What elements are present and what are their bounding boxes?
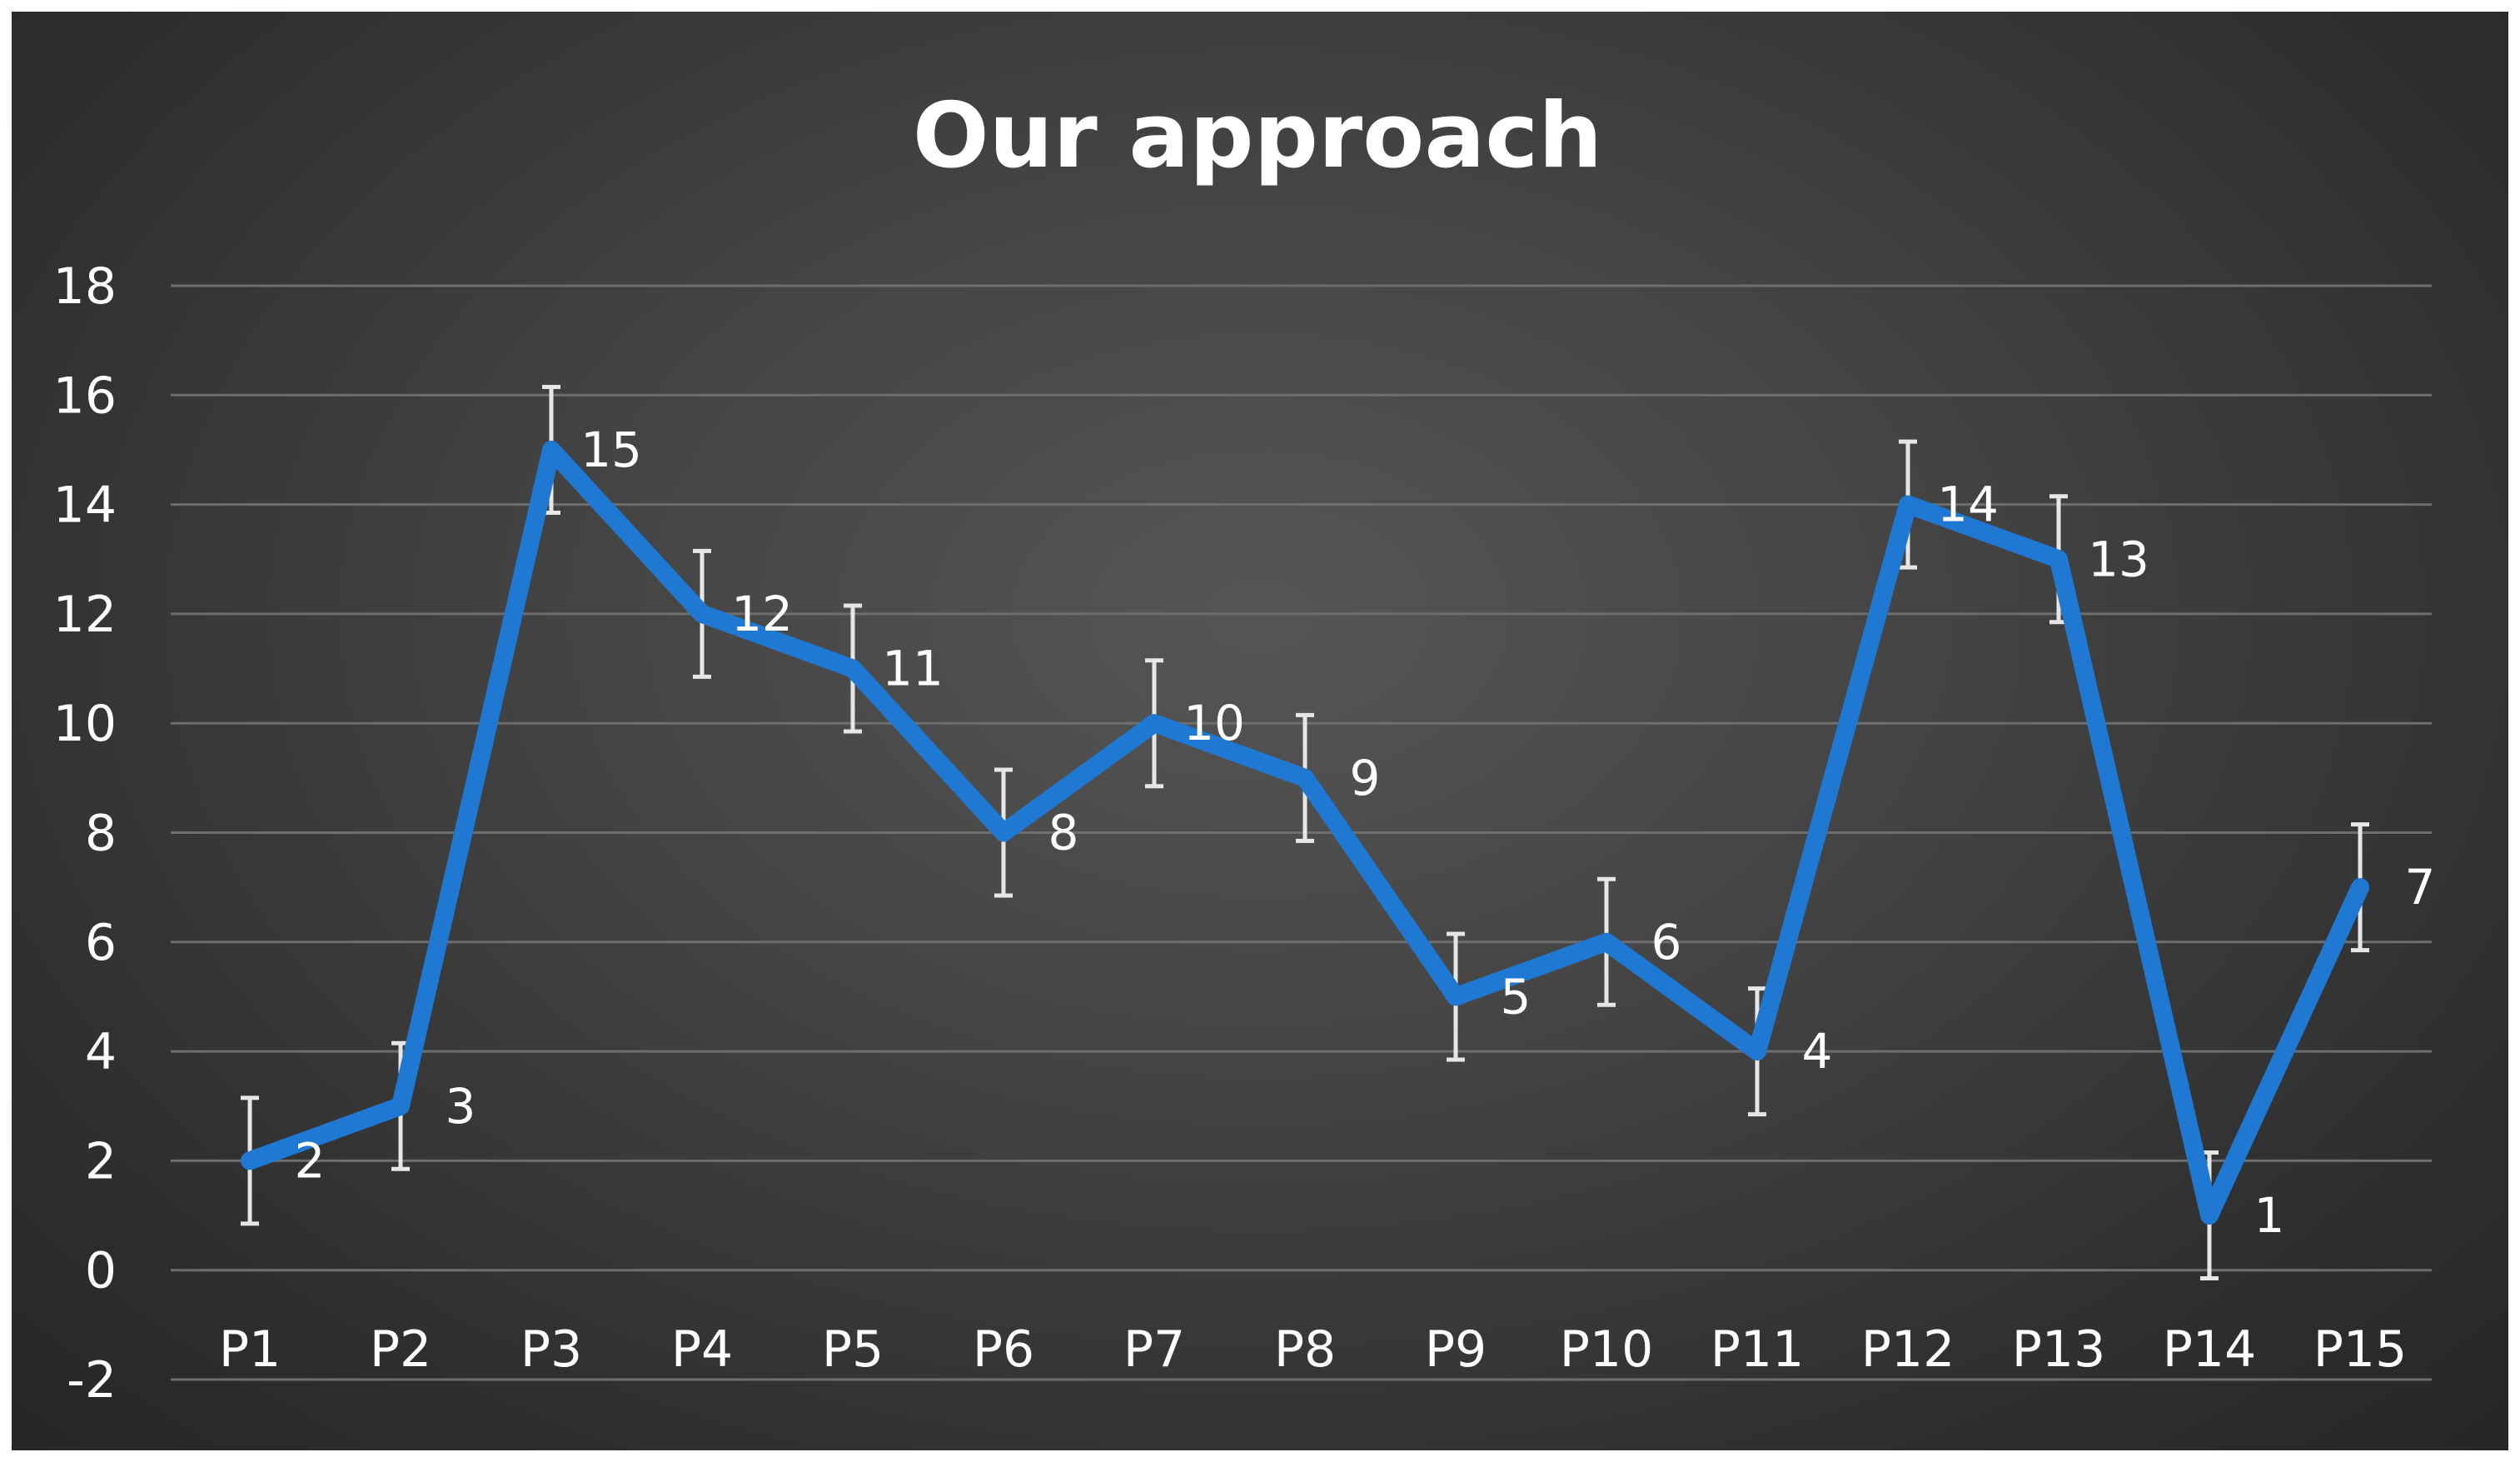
x-tick-label: P4 <box>671 1320 733 1379</box>
data-label: 2 <box>295 1132 326 1189</box>
y-tick-label: 18 <box>53 257 117 316</box>
x-tick-label: P8 <box>1274 1320 1336 1379</box>
x-tick-label: P6 <box>973 1320 1034 1379</box>
x-tick-label: P9 <box>1425 1320 1487 1379</box>
y-tick-label: 14 <box>53 477 117 535</box>
data-label: 15 <box>580 422 642 478</box>
y-tick-label: 2 <box>85 1132 117 1190</box>
x-tick-label: P1 <box>219 1320 281 1379</box>
chart-title: Our approach <box>913 84 1602 188</box>
data-label: 12 <box>731 586 793 642</box>
x-tick-label: P13 <box>2012 1320 2106 1379</box>
data-label: 6 <box>1651 914 1682 971</box>
data-label: 7 <box>2405 859 2436 916</box>
x-tick-label: P7 <box>1123 1320 1185 1379</box>
series-line-layer <box>241 440 2369 1225</box>
y-axis-ticks: -2 0 2 4 6 8 10 12 14 16 18 <box>53 257 117 1410</box>
data-label: 3 <box>446 1078 476 1135</box>
data-label: 10 <box>1183 695 1245 751</box>
x-tick-label: P11 <box>1711 1320 1805 1379</box>
y-tick-label: 12 <box>53 586 117 644</box>
data-label: 1 <box>2254 1187 2285 1244</box>
data-label: 13 <box>2088 531 2149 587</box>
data-labels: 2 3 15 12 11 8 10 9 5 6 4 14 13 1 7 <box>295 422 2436 1244</box>
x-tick-label: P15 <box>2313 1320 2408 1379</box>
data-label: 5 <box>1501 968 1531 1025</box>
x-tick-label: P12 <box>1861 1320 1955 1379</box>
data-label: 4 <box>1802 1023 1833 1080</box>
gridlines <box>171 284 2432 1381</box>
data-label: 8 <box>1048 805 1079 861</box>
y-tick-label: 4 <box>85 1023 117 1081</box>
data-label: 11 <box>882 641 944 697</box>
y-tick-label: -2 <box>67 1351 117 1410</box>
x-tick-label: P14 <box>2163 1320 2257 1379</box>
data-label: 9 <box>1350 750 1381 806</box>
x-axis-ticks: P1 P2 P3 P4 P5 P6 P7 P8 P9 P10 P11 P12 P13 P14 P15 <box>219 1320 2407 1379</box>
x-tick-label: P10 <box>1560 1320 1654 1379</box>
y-tick-label: 6 <box>85 914 117 972</box>
y-tick-label: 8 <box>85 805 117 863</box>
y-tick-label: 10 <box>53 695 117 753</box>
y-tick-label: 16 <box>53 367 117 425</box>
data-label: 14 <box>1937 477 1999 533</box>
x-tick-label: P3 <box>520 1320 582 1379</box>
series-line <box>241 440 2369 1225</box>
x-tick-label: P2 <box>370 1320 431 1379</box>
x-tick-label: P5 <box>822 1320 884 1379</box>
y-tick-label: 0 <box>85 1242 117 1300</box>
